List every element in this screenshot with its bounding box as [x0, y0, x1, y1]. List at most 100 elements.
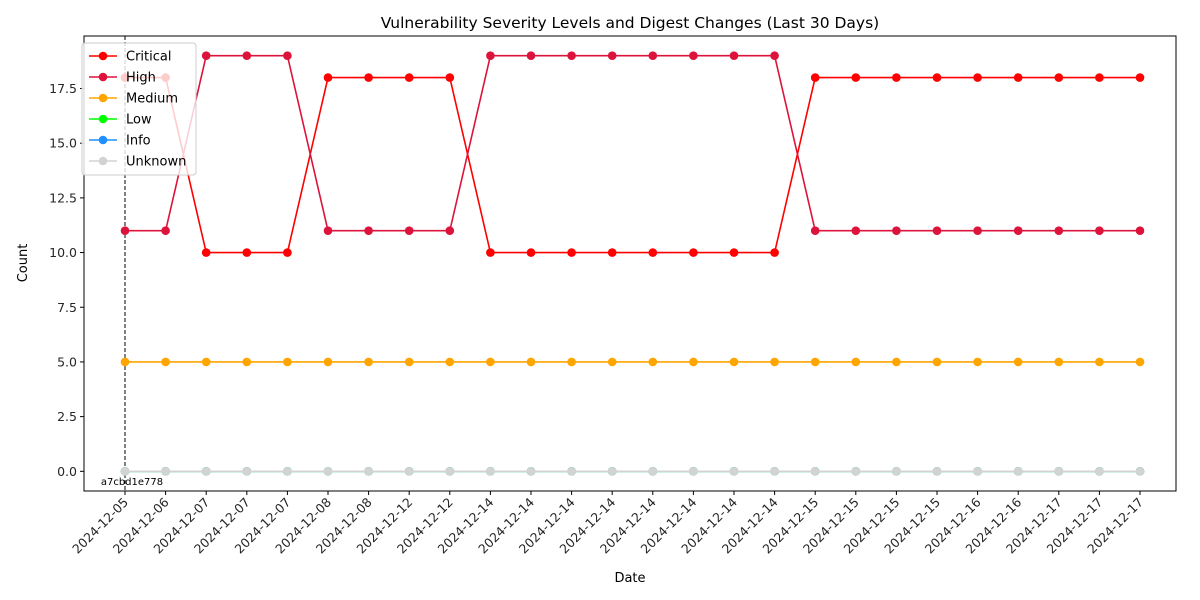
data-point-medium — [323, 357, 333, 367]
legend-item-unknown: Unknown — [89, 155, 186, 170]
legend-label: Critical — [126, 50, 171, 65]
data-point-unknown — [161, 467, 170, 476]
data-point-high — [404, 226, 414, 235]
y-tick-label: 12.5 — [49, 190, 77, 205]
data-point-unknown — [1054, 467, 1064, 476]
data-point-high — [161, 226, 170, 235]
data-point-medium — [201, 357, 211, 367]
data-point-critical — [607, 248, 617, 257]
data-point-critical — [851, 73, 861, 82]
data-point-unknown — [364, 467, 373, 476]
data-point-medium — [851, 357, 861, 367]
series-unknown — [120, 467, 1145, 476]
data-point-high — [689, 51, 698, 60]
chart-title: Vulnerability Severity Levels and Digest… — [381, 14, 879, 32]
data-point-medium — [364, 357, 373, 367]
data-point-critical — [770, 248, 779, 257]
data-point-unknown — [242, 467, 252, 476]
data-point-unknown — [120, 467, 130, 476]
data-point-critical — [323, 73, 333, 82]
data-point-unknown — [486, 467, 495, 476]
y-tick-label: 10.0 — [49, 245, 77, 260]
data-point-medium — [810, 357, 820, 367]
data-point-unknown — [810, 467, 820, 476]
data-point-medium — [404, 357, 414, 367]
legend-item-high: High — [89, 71, 156, 86]
data-point-medium — [892, 357, 901, 367]
y-tick-label: 15.0 — [49, 136, 77, 151]
data-point-medium — [1095, 357, 1104, 367]
data-point-medium — [689, 357, 698, 367]
data-point-high — [242, 51, 252, 60]
data-point-medium — [486, 357, 495, 367]
legend-box — [81, 42, 197, 176]
data-point-high — [932, 226, 942, 235]
y-tick-label: 0.0 — [57, 464, 77, 479]
data-point-high — [648, 51, 658, 60]
data-point-high — [567, 51, 576, 60]
data-point-medium — [242, 357, 252, 367]
data-point-critical — [892, 73, 901, 82]
data-point-medium — [161, 357, 170, 367]
data-point-critical — [526, 248, 536, 257]
data-point-high — [729, 51, 739, 60]
data-point-medium — [1013, 357, 1023, 367]
data-point-high — [526, 51, 536, 60]
data-point-unknown — [1135, 467, 1145, 476]
data-point-unknown — [607, 467, 617, 476]
data-point-critical — [486, 248, 495, 257]
data-point-high — [851, 226, 861, 235]
series-line-high — [125, 54, 1140, 232]
data-point-high — [892, 226, 901, 235]
y-tick-label: 17.5 — [49, 81, 77, 96]
data-point-critical — [1054, 73, 1064, 82]
legend-label: Low — [126, 113, 152, 128]
data-point-medium — [648, 357, 658, 367]
data-point-medium — [932, 357, 942, 367]
data-point-unknown — [689, 467, 698, 476]
data-point-critical — [567, 248, 576, 257]
plot-area — [83, 35, 1177, 492]
series-medium — [120, 357, 1145, 367]
data-point-medium — [120, 357, 130, 367]
data-point-high — [607, 51, 617, 60]
data-point-medium — [973, 357, 982, 367]
data-point-medium — [283, 357, 292, 367]
data-point-medium — [567, 357, 576, 367]
data-point-medium — [607, 357, 617, 367]
series-critical — [120, 73, 1145, 257]
legend-label: Unknown — [126, 155, 186, 170]
legend-label: High — [126, 71, 156, 86]
legend-swatch-marker — [98, 114, 108, 124]
data-point-unknown — [283, 467, 292, 476]
data-point-medium — [1135, 357, 1145, 367]
data-point-critical — [689, 248, 698, 257]
data-point-high — [120, 226, 130, 235]
data-point-critical — [283, 248, 292, 257]
data-point-unknown — [770, 467, 779, 476]
data-point-medium — [770, 357, 779, 367]
legend: Critical High Medium Low Info Unknown — [81, 42, 197, 176]
data-point-medium — [729, 357, 739, 367]
data-point-critical — [648, 248, 658, 257]
data-point-high — [770, 51, 779, 60]
data-point-high — [201, 51, 211, 60]
y-tick-label: 7.5 — [57, 300, 77, 315]
legend-swatch-marker — [98, 72, 108, 82]
data-point-high — [973, 226, 982, 235]
data-point-high — [364, 226, 373, 235]
data-point-unknown — [404, 467, 414, 476]
data-point-critical — [201, 248, 211, 257]
data-point-critical — [1013, 73, 1023, 82]
digest-label: a7cbd1e778 — [101, 477, 163, 488]
series-lines — [120, 51, 1145, 476]
data-point-high — [1054, 226, 1064, 235]
data-point-critical — [1095, 73, 1104, 82]
y-tick-label: 2.5 — [57, 409, 77, 424]
data-point-medium — [1054, 357, 1064, 367]
data-point-unknown — [648, 467, 658, 476]
y-tick-label: 5.0 — [57, 354, 77, 369]
data-point-critical — [242, 248, 252, 257]
data-point-unknown — [932, 467, 942, 476]
data-point-unknown — [323, 467, 333, 476]
